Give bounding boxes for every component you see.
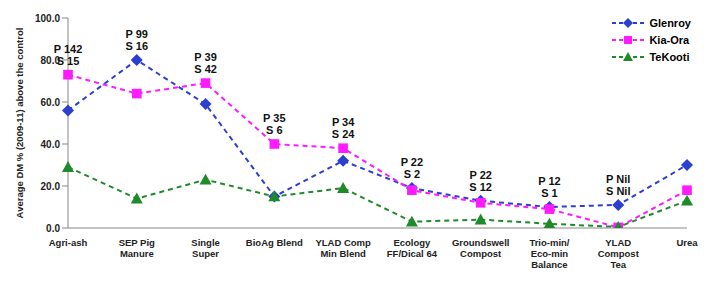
svg-text:P NilS Nil: P NilS Nil [606, 173, 630, 197]
svg-text:60.0: 60.0 [41, 97, 61, 108]
svg-text:YLAD CompMin Blend: YLAD CompMin Blend [315, 237, 371, 259]
html-text:Glenroy: Glenroy [649, 16, 691, 29]
svg-text:80.0: 80.0 [40, 54, 60, 66]
svg-text:EcologyFF/Dical 64: EcologyFF/Dical 64 [387, 237, 438, 259]
svg-text:GroundswellCompost: GroundswellCompost [452, 237, 510, 259]
svg-text:40.0: 40.0 [41, 139, 61, 150]
html-text:TeKooti: TeKooti [649, 50, 690, 63]
svg-text:P 22S 2: P 22S 2 [401, 156, 423, 180]
svg-text:P 142S 15: P 142S 15 [54, 43, 83, 67]
svg-text:Agri-ash: Agri-ash [49, 237, 88, 248]
svg-text:P 34S 24: P 34S 24 [332, 116, 356, 140]
svg-text:P 22S 12: P 22S 12 [469, 169, 492, 193]
svg-text:Urea: Urea [676, 237, 698, 248]
svg-text:P 12S 1: P 12S 1 [538, 175, 560, 199]
svg-text:Trio-min/Eco-minBalance: Trio-min/Eco-minBalance [529, 237, 569, 270]
svg-text:0.0: 0.0 [46, 223, 60, 234]
svg-text:P 35S 6: P 35S 6 [263, 112, 285, 136]
svg-text:P 39S 42: P 39S 42 [194, 51, 217, 75]
svg-text:YLADCompostTea: YLADCompostTea [598, 237, 640, 270]
svg-text:BioAg Blend: BioAg Blend [246, 237, 303, 248]
html-text:Kia-Ora: Kia-Ora [649, 33, 690, 46]
svg-text:100.0: 100.0 [35, 13, 60, 24]
svg-text:20.0: 20.0 [41, 181, 61, 192]
svg-text:SEP PigManure: SEP PigManure [119, 237, 155, 259]
svg-text:SingleSuper: SingleSuper [191, 237, 220, 259]
svg-text:Average DM % (2009-11) above t: Average DM % (2009-11) above the control [14, 28, 25, 219]
svg-text:P 99S 16: P 99S 16 [125, 28, 148, 52]
